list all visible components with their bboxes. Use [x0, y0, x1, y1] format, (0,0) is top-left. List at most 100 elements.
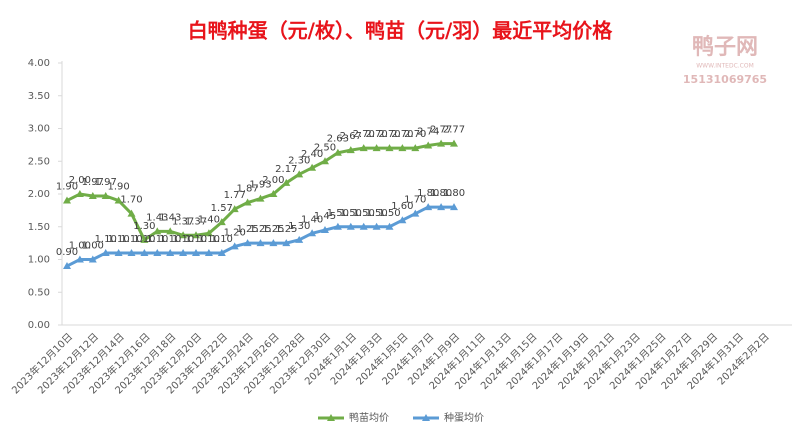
- point-marker: [204, 248, 213, 256]
- data-label: 1.10: [120, 234, 142, 245]
- data-label: 1.37: [172, 216, 194, 227]
- data-label: 2.70: [353, 129, 375, 140]
- point-marker: [437, 139, 446, 147]
- data-label: 1.25: [236, 224, 258, 235]
- point-marker: [295, 170, 304, 178]
- data-label: 1.10: [133, 234, 155, 245]
- point-marker: [437, 203, 446, 211]
- data-label: 1.37: [185, 216, 207, 227]
- point-marker: [256, 194, 265, 202]
- data-label: 2.17: [275, 164, 297, 175]
- point-marker: [333, 148, 342, 156]
- data-label: 1.25: [275, 224, 297, 235]
- point-marker: [269, 190, 278, 197]
- data-label: 2.70: [365, 129, 387, 140]
- point-marker: [230, 205, 239, 213]
- data-label: 1.45: [314, 211, 336, 222]
- point-marker: [63, 262, 71, 270]
- data-label: 1.77: [224, 190, 246, 201]
- point-marker: [217, 248, 226, 256]
- watermark-phone: 15131069765: [683, 73, 767, 86]
- point-marker: [230, 242, 239, 250]
- point-marker: [256, 239, 265, 247]
- data-label: 1.87: [236, 184, 258, 195]
- point-marker: [359, 222, 368, 230]
- point-marker: [179, 231, 188, 239]
- point-marker: [101, 191, 110, 199]
- y-tick-label: 2.50: [28, 156, 50, 167]
- point-marker: [127, 248, 136, 256]
- data-label: 2.50: [314, 142, 336, 153]
- point-marker: [114, 196, 123, 204]
- point-marker: [140, 248, 149, 256]
- data-label: 2.30: [288, 155, 310, 166]
- point-marker: [192, 231, 200, 239]
- point-marker: [127, 209, 136, 217]
- data-label: 1.10: [95, 234, 117, 245]
- data-label: 0.90: [56, 247, 78, 258]
- data-label: 2.67: [340, 131, 362, 142]
- watermark-site: WWW.INTEDC.COM: [696, 63, 754, 70]
- y-tick-label: 1.50: [28, 222, 50, 233]
- point-marker: [424, 141, 433, 149]
- point-marker: [166, 248, 175, 256]
- data-label: 1.20: [224, 227, 246, 238]
- data-label: 1.60: [391, 201, 413, 212]
- point-marker: [179, 248, 188, 256]
- point-marker: [398, 144, 407, 152]
- data-label: 1.00: [82, 241, 104, 252]
- point-marker: [385, 144, 394, 152]
- legend-marker: [327, 414, 335, 421]
- data-label: 1.25: [262, 224, 284, 235]
- point-marker: [75, 255, 84, 263]
- point-marker: [101, 248, 110, 256]
- y-tick-label: 3.50: [28, 91, 50, 102]
- legend-marker: [422, 414, 430, 421]
- watermark-brand: 鸭子网: [692, 34, 758, 60]
- point-marker: [153, 248, 162, 256]
- point-marker: [372, 144, 381, 152]
- point-marker: [269, 239, 278, 247]
- point-marker: [411, 209, 420, 217]
- point-marker: [308, 229, 317, 237]
- data-label: 1.25: [249, 224, 271, 235]
- data-label: 1.43: [159, 212, 181, 223]
- point-marker: [295, 235, 304, 243]
- point-marker: [217, 218, 226, 226]
- point-marker: [63, 196, 71, 204]
- data-label: 1.10: [211, 234, 233, 245]
- data-label: 2.70: [391, 129, 413, 140]
- y-tick-label: 1.00: [28, 255, 50, 266]
- point-marker: [346, 146, 355, 154]
- legend-label: 鸭苗均价: [349, 411, 389, 424]
- point-marker: [140, 235, 149, 243]
- legend-label: 种蛋均价: [444, 411, 484, 424]
- data-label: 1.10: [172, 234, 194, 245]
- data-label: 1.00: [69, 241, 91, 252]
- point-marker: [424, 203, 433, 211]
- chart-title: 白鸭种蛋（元/枚）、鸭苗（元/羽）最近平均价格: [188, 19, 614, 43]
- data-label: 1.97: [82, 177, 104, 188]
- data-label: 1.57: [211, 203, 233, 214]
- data-label: 1.50: [378, 208, 400, 219]
- data-label: 2.40: [301, 149, 323, 160]
- y-tick-label: 2.00: [28, 189, 50, 200]
- data-label: 1.70: [120, 195, 142, 206]
- y-tick-label: 0.00: [28, 320, 50, 331]
- point-marker: [114, 248, 123, 256]
- point-marker: [411, 144, 420, 152]
- point-marker: [359, 144, 368, 152]
- point-marker: [321, 226, 329, 234]
- data-label: 1.10: [159, 234, 181, 245]
- data-label: 1.50: [327, 208, 349, 219]
- point-marker: [75, 190, 84, 197]
- point-marker: [243, 239, 252, 247]
- point-marker: [243, 198, 252, 206]
- data-label: 2.77: [430, 125, 452, 136]
- data-label: 1.40: [301, 214, 323, 225]
- point-marker: [204, 229, 213, 237]
- point-marker: [333, 222, 342, 230]
- data-label: 1.90: [107, 182, 129, 193]
- data-label: 1.93: [249, 180, 271, 191]
